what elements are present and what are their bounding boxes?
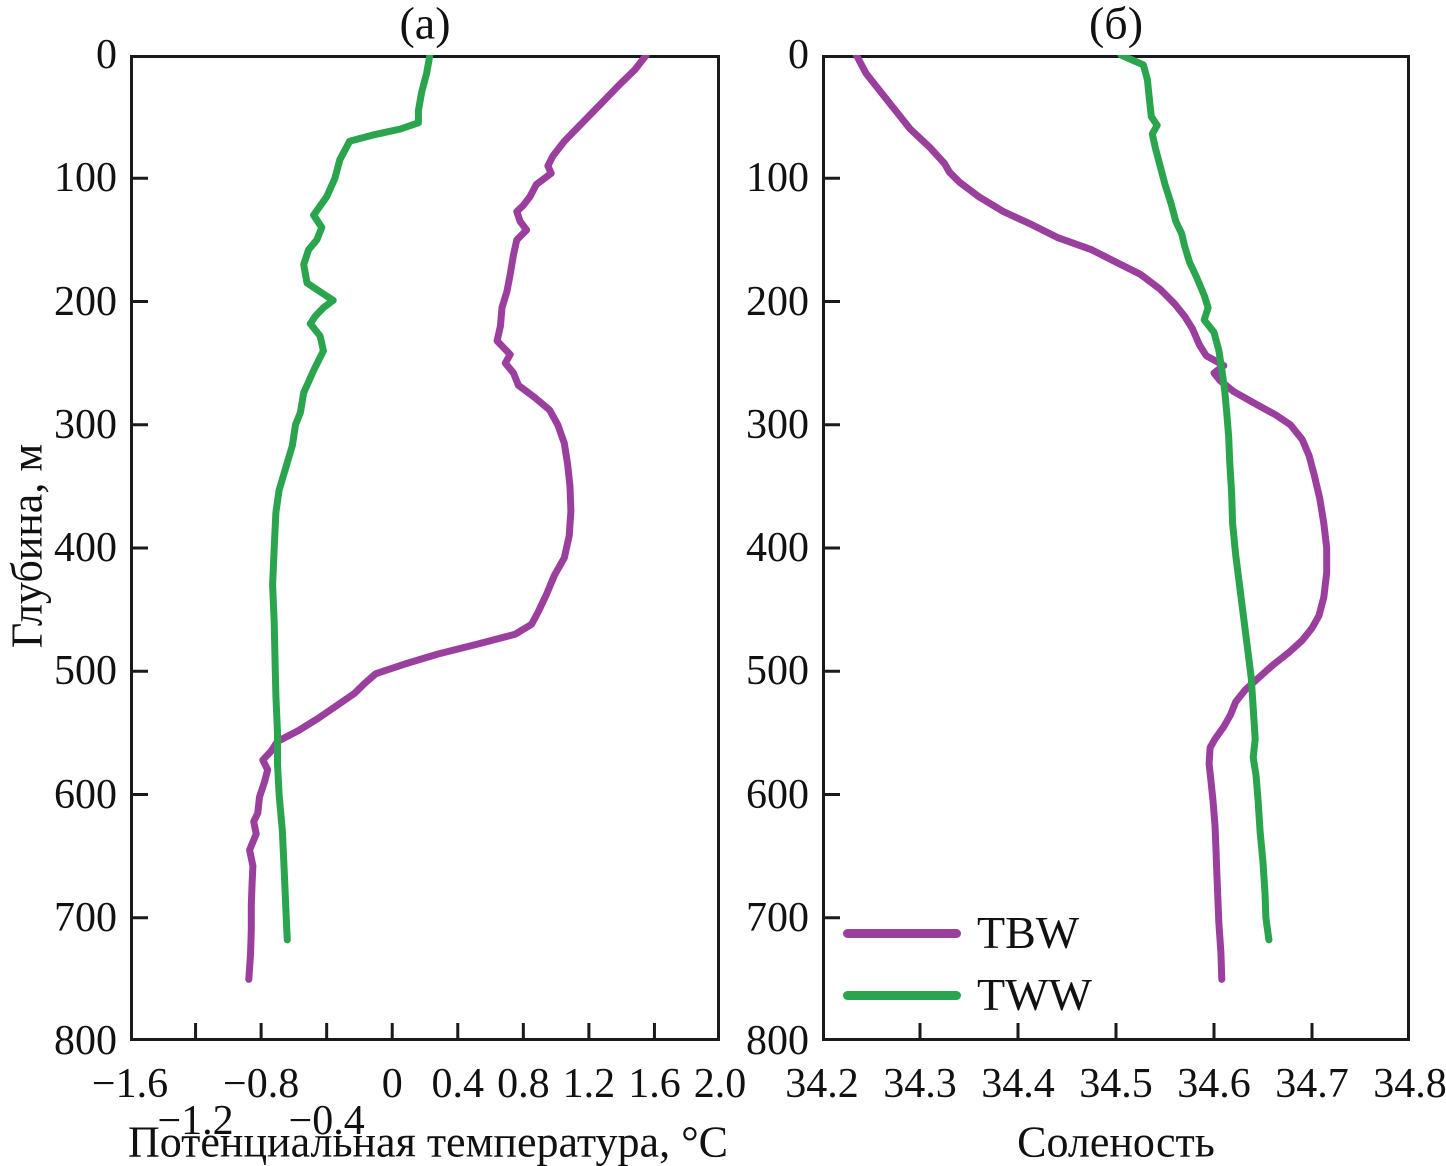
y-axis-title: Глубина, м [2, 443, 52, 649]
x-tick-label: 1.6 [628, 1061, 681, 1107]
x-tick-label: 34.4 [981, 1061, 1055, 1107]
x-tick-label: −0.8 [223, 1061, 300, 1107]
tbw-curve-temperature [245, 55, 650, 983]
y-tick-label: 500 [746, 648, 809, 695]
legend-label-tbw: TBW [977, 907, 1080, 958]
legend-entry-tbw: TBW [843, 910, 1092, 956]
panel-a-title: (а) [399, 0, 451, 49]
y-tick-label: 0 [788, 32, 809, 78]
y-tick-label: 400 [746, 525, 809, 571]
tww-curve-salinity [1117, 55, 1273, 944]
legend-label-tww: TWW [977, 969, 1092, 1020]
x-tick-label: 0.8 [497, 1061, 550, 1107]
y-tick-label: 400 [54, 525, 117, 571]
x-tick-label: −1.6 [91, 1061, 169, 1107]
y-tick-label: 600 [746, 771, 809, 818]
x-tick-label: 0 [381, 1061, 403, 1107]
y-tick-label: 500 [54, 648, 117, 695]
tww-curve-temperature [269, 55, 434, 944]
x-tick-label: 34.6 [1177, 1061, 1251, 1107]
y-tick-label: 300 [746, 401, 809, 448]
panel-a-plot [130, 55, 720, 1041]
x-tick-label: 1.2 [562, 1061, 616, 1107]
x-tick-label: 34.3 [883, 1061, 957, 1107]
x-tick-label: −1.2 [157, 1098, 234, 1144]
legend: TBW TWW [843, 910, 1092, 1034]
y-tick-label: 100 [746, 155, 809, 202]
x-tick-label: 34.8 [1373, 1061, 1446, 1107]
x-tick-label: 0.4 [431, 1061, 485, 1107]
tbw-line-swatch [843, 928, 961, 938]
x-tick-label: 2.0 [693, 1061, 747, 1107]
x-axis-title-salinity: Соленость [1017, 1117, 1215, 1166]
axes-frame [130, 55, 720, 1041]
x-tick-label: 34.2 [785, 1061, 859, 1107]
y-tick-label: 300 [54, 401, 117, 448]
y-tick-label: 700 [746, 894, 809, 941]
axes-frame [822, 55, 1410, 1041]
x-tick-label: 34.7 [1275, 1061, 1349, 1107]
x-tick-label: −0.4 [288, 1098, 365, 1144]
y-tick-label: 100 [54, 155, 117, 202]
legend-entry-tww: TWW [843, 972, 1092, 1018]
y-tick-label: 200 [746, 278, 809, 325]
y-tick-label: 600 [54, 771, 117, 818]
tww-line-swatch [843, 990, 961, 1000]
panel-b-plot [822, 55, 1410, 1041]
y-tick-label: 200 [54, 278, 117, 325]
y-tick-label: 0 [96, 32, 117, 78]
y-tick-label: 800 [746, 1018, 809, 1064]
tbw-curve-salinity [852, 55, 1331, 983]
x-tick-label: 34.5 [1079, 1061, 1153, 1107]
y-tick-label: 700 [54, 894, 117, 941]
panel-b-title: (б) [1088, 0, 1144, 49]
y-tick-label: 800 [54, 1018, 117, 1064]
x-axis-title-temperature: Потенциальная температура, °C [127, 1117, 729, 1166]
